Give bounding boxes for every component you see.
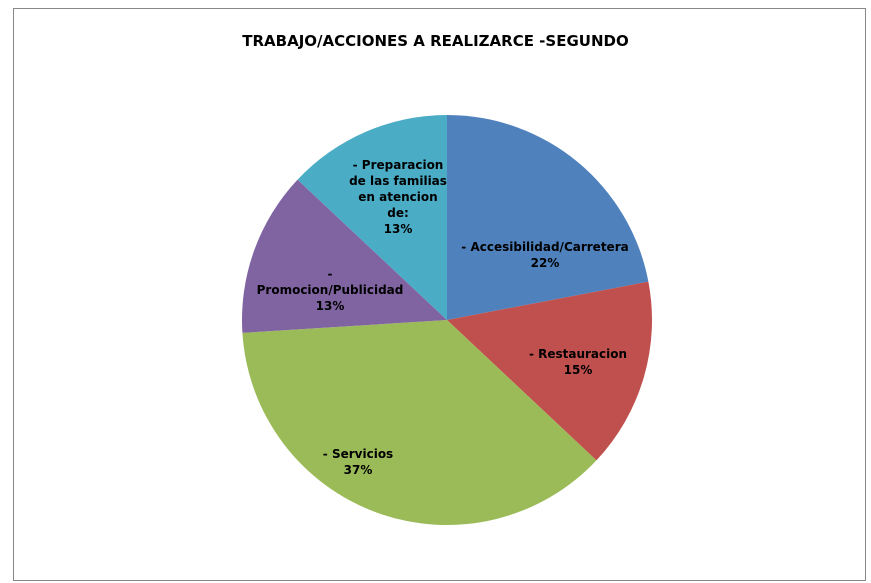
value-label: 13% bbox=[383, 222, 413, 236]
slice-label: - Promocion/Publicidad 13% bbox=[255, 266, 405, 314]
category-label: - Preparacion de las familias en atencio… bbox=[349, 158, 447, 220]
slice-label: - Accesibilidad/Carretera 22% bbox=[460, 239, 630, 271]
pie-slice bbox=[447, 115, 649, 320]
pie-slice bbox=[242, 320, 597, 525]
value-label: 15% bbox=[563, 363, 593, 377]
value-label: 37% bbox=[343, 463, 373, 477]
category-label: - Restauracion bbox=[528, 347, 628, 361]
category-label: - Accesibilidad/Carretera bbox=[461, 240, 629, 254]
pie-slice bbox=[297, 115, 447, 320]
pie-slice bbox=[447, 281, 652, 461]
category-label: - Promocion/Publicidad bbox=[256, 267, 404, 297]
slice-label: - Preparacion de las familias en atencio… bbox=[346, 157, 451, 237]
value-label: 13% bbox=[315, 299, 345, 313]
chart-title: TRABAJO/ACCIONES A REALIZARCE -SEGUNDO bbox=[242, 32, 629, 50]
slice-label: - Restauracion 15% bbox=[518, 346, 638, 378]
pie-slice bbox=[242, 179, 447, 333]
value-label: 22% bbox=[530, 256, 560, 270]
slice-label: - Servicios 37% bbox=[308, 446, 408, 478]
category-label: - Servicios bbox=[322, 447, 394, 461]
